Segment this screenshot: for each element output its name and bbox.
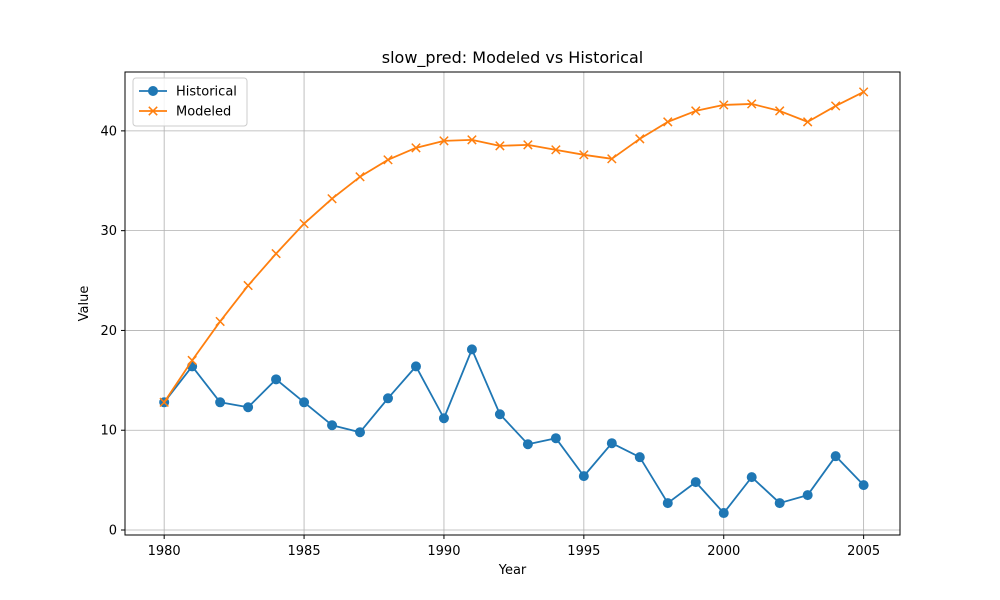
series-line-modeled [163,91,865,403]
data-point-modeled [551,145,561,155]
chart-title: slow_pred: Modeled vs Historical [382,48,643,68]
data-point-modeled [187,355,197,366]
data-point-historical [355,427,366,438]
data-point-historical [438,413,449,424]
data-point-historical [327,420,338,431]
x-axis-label: Year [498,563,527,578]
data-point-historical [410,361,421,372]
data-point-historical [494,409,505,420]
data-point-historical [634,452,645,463]
data-point-historical [718,508,729,519]
x-tick-label: 1980 [148,544,181,559]
data-point-historical [466,344,477,355]
x-tick-label: 2000 [707,544,740,559]
data-point-modeled [579,150,589,160]
x-tick-label: 1995 [567,544,600,559]
data-point-modeled [215,316,225,327]
x-tick-label: 1985 [288,544,321,559]
x-tick-label: 1990 [427,544,460,559]
legend: Historical Modeled [132,77,248,127]
series-historical [159,344,869,519]
data-point-historical [858,480,869,491]
series-layer [159,87,869,519]
data-point-modeled [243,280,253,291]
data-point-modeled [830,101,841,111]
data-point-historical [215,397,226,408]
x-tick-label: 2005 [847,544,880,559]
data-point-modeled [495,141,505,151]
data-point-modeled [607,154,617,164]
data-point-modeled [663,117,673,127]
legend-box [132,77,248,127]
data-point-modeled [802,117,813,127]
data-point-modeled [774,106,785,116]
gridlines [125,72,900,535]
data-point-modeled [355,172,365,182]
data-point-modeled [746,99,757,109]
y-axis-label: Value [77,286,92,322]
series-line-historical [163,348,865,514]
data-point-modeled [691,106,701,116]
data-point-modeled [635,134,645,144]
data-point-historical [606,438,617,449]
data-point-historical [774,498,785,509]
data-point-modeled [299,218,309,229]
data-point-historical [522,439,533,450]
data-point-historical [802,490,813,501]
data-point-historical [830,451,841,462]
y-tick-label: 20 [100,324,117,339]
plot-frame [124,71,901,536]
y-tick-label: 0 [109,524,117,539]
data-point-historical [578,471,589,482]
data-point-historical [746,472,757,483]
y-tick-label: 10 [100,424,117,439]
data-point-historical [690,477,701,488]
data-point-modeled [271,248,281,259]
data-point-historical [243,402,254,413]
series-modeled [159,87,869,408]
y-tick-label: 30 [100,224,117,239]
data-point-historical [271,374,282,385]
legend-label-historical: Historical [176,85,237,100]
data-point-modeled [719,100,729,110]
axis-ticks: 1980 1985 1990 1995 2000 2005 0 10 20 30 40 [100,124,880,559]
data-point-historical [662,498,673,509]
data-point-modeled [327,193,337,204]
legend-label-modeled: Modeled [176,105,231,120]
data-point-modeled [159,397,169,408]
data-point-modeled [439,136,449,146]
legend-marker-historical [148,86,158,96]
data-point-modeled [858,87,869,97]
data-point-modeled [411,143,421,153]
data-point-modeled [383,155,393,165]
data-point-historical [550,433,561,444]
data-point-modeled [467,135,477,145]
data-point-historical [382,393,393,404]
y-tick-label: 40 [100,124,117,139]
data-point-modeled [523,140,533,150]
data-point-historical [299,397,310,408]
legend-marker-modeled [148,106,158,116]
